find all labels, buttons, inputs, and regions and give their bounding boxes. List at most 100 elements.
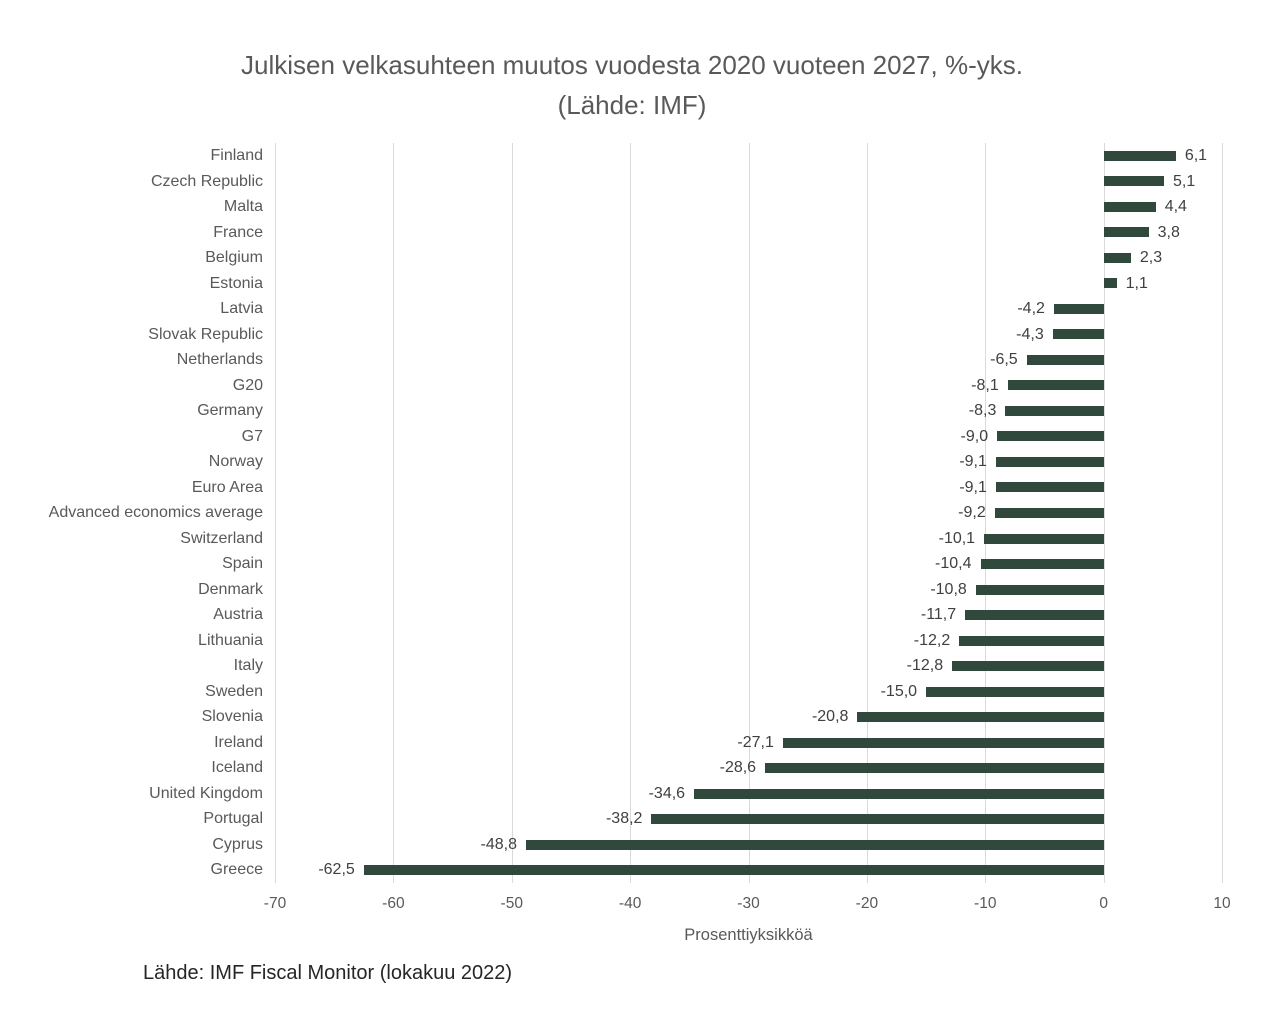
category-label: G20 [232,376,263,394]
category-label: Denmark [198,580,263,598]
category-label: G7 [241,427,263,445]
value-label: 2,3 [1139,249,1163,267]
x-tick-label: -50 [500,895,523,912]
category-label: Slovenia [201,708,263,726]
x-tick-label: -40 [618,895,642,912]
value-label: 1,1 [1125,274,1148,292]
value-label: -9,2 [958,504,986,522]
bar [1007,380,1104,391]
value-label: -28,6 [719,759,757,777]
x-tick-label: 10 [1213,895,1231,912]
value-label: -4,2 [1017,300,1045,318]
category-label: Malta [223,198,263,216]
value-label: -12,8 [906,657,944,675]
category-label: Germany [197,402,263,420]
gridline [630,143,632,883]
category-label: Ireland [214,733,263,751]
category-label: Cyprus [212,835,263,853]
gridline [1222,143,1223,883]
bar [1052,329,1104,340]
bar [1103,227,1149,238]
bar [1005,405,1104,416]
category-label: Switzerland [180,529,263,547]
bar [651,814,1104,825]
category-label: Euro Area [191,478,263,496]
chart-title: Julkisen velkasuhteen muutos vuodesta 20… [241,50,1023,80]
category-label: Advanced economics average [48,504,263,522]
bar [1103,150,1176,161]
bar [525,839,1104,850]
bar [363,865,1104,876]
bar [1103,252,1131,263]
value-label: -6,5 [990,351,1018,369]
gridline [985,143,987,883]
value-label: -8,3 [968,402,997,420]
bar [1053,303,1104,314]
category-label: Latvia [220,300,263,318]
bar [1103,278,1117,289]
value-label: -4,3 [1016,325,1044,343]
x-tick-label: 0 [1099,895,1108,912]
value-label: -11,7 [920,606,957,624]
x-tick-label: -60 [382,895,405,912]
value-label: -10,1 [938,529,976,547]
category-label: France [213,223,263,241]
category-label: Greece [210,861,263,879]
value-label: 3,8 [1157,223,1180,241]
gridline [393,143,395,883]
value-label: -27,1 [737,733,774,751]
gridline [511,143,513,883]
value-label: -12,2 [913,631,951,649]
gridline [866,143,868,883]
value-label: -20,8 [811,708,849,726]
category-label: Austria [213,606,263,624]
category-label: Iceland [211,759,263,777]
category-label: Norway [208,453,263,471]
category-label: United Kingdom [149,784,263,802]
category-label: Estonia [209,274,263,292]
value-label: -8,1 [971,376,999,394]
category-label: Spain [222,555,263,573]
bar [765,763,1104,774]
bar [959,635,1104,646]
bar [965,610,1104,621]
bar [994,508,1104,518]
category-label: Belgium [205,249,263,267]
x-tick-label: -30 [737,895,760,912]
source-note: Lähde: IMF Fiscal Monitor (lokakuu 2022) [143,962,513,984]
x-tick-label: -10 [974,895,997,912]
bar [975,584,1104,595]
value-label: -9,0 [960,427,989,445]
category-label: Sweden [205,682,263,700]
value-label: 4,4 [1164,198,1187,216]
x-tick-label: -20 [855,895,879,912]
value-label: -9,1 [959,453,987,471]
category-label: Italy [233,657,263,675]
value-label: -10,4 [935,555,972,573]
bar [995,456,1104,467]
x-tick-label: -70 [263,895,287,912]
category-label: Portugal [203,810,263,828]
bar [1026,354,1104,365]
bar [694,788,1104,799]
bar [997,431,1104,442]
value-label: 6,1 [1184,147,1208,164]
category-label: Slovak Republic [148,325,263,343]
value-label: -34,6 [648,784,686,802]
category-label: Czech Republic [150,172,263,190]
x-axis-label: Prosenttiyksikköä [684,926,813,944]
value-label: -62,5 [318,861,355,879]
chart-subtitle: (Lähde: IMF) [557,90,707,120]
bar [995,482,1104,493]
value-label: -9,1 [959,478,987,496]
value-label: -15,0 [880,682,918,700]
category-label: Finland [210,147,263,164]
bar [952,661,1104,672]
bar [984,533,1104,544]
value-label: -10,8 [930,580,967,598]
category-label: Lithuania [198,631,263,649]
category-label: Netherlands [176,351,263,369]
bar [1103,201,1156,212]
value-label: -38,2 [605,810,643,828]
